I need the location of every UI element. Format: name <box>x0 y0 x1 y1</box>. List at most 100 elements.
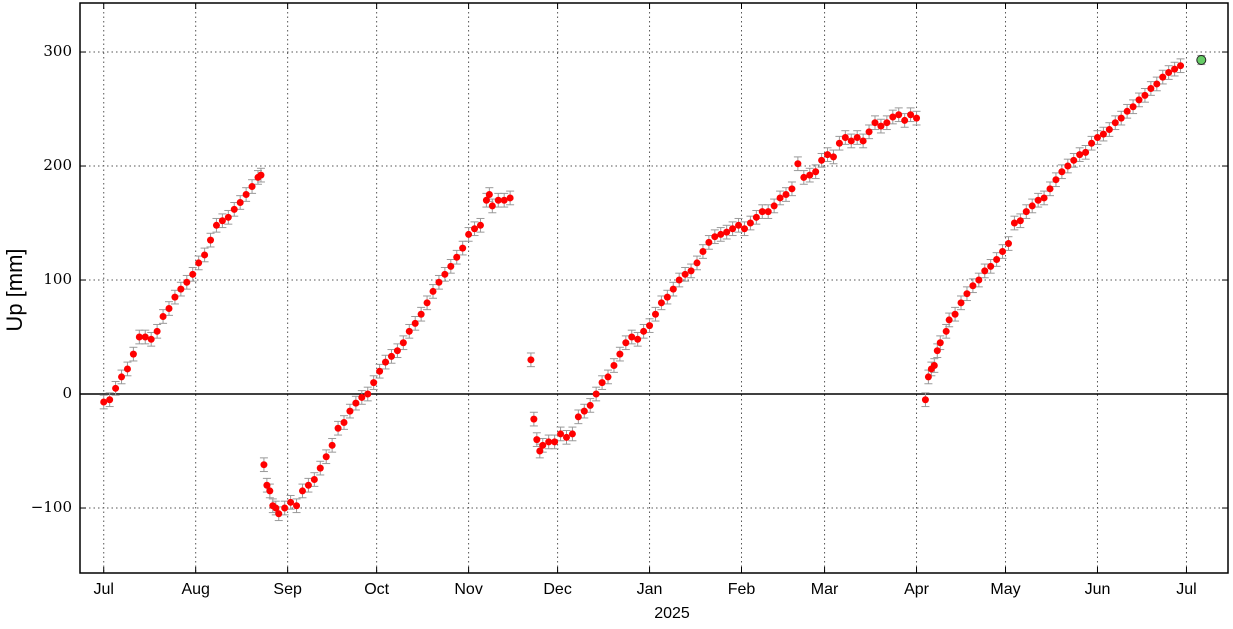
y-axis-label: Up [mm] <box>2 248 27 331</box>
data-point <box>435 278 443 286</box>
data-point <box>123 365 131 373</box>
data-point <box>824 151 832 159</box>
data-point <box>447 262 455 270</box>
data-point <box>334 424 342 432</box>
data-point <box>963 290 971 298</box>
data-point <box>646 322 654 330</box>
data-point <box>304 481 312 489</box>
data-point <box>933 347 941 355</box>
data-point <box>1052 176 1060 184</box>
data-point <box>681 270 689 278</box>
data-point <box>533 436 541 444</box>
data-point <box>1159 73 1167 81</box>
data-point <box>1076 151 1084 159</box>
data-point <box>818 156 826 164</box>
data-point <box>782 191 790 199</box>
data-point <box>812 168 820 176</box>
data-point <box>387 352 395 360</box>
data-point <box>981 267 989 275</box>
y-tick-label: −100 <box>31 498 72 516</box>
data-point <box>488 202 496 210</box>
data-point <box>293 502 301 510</box>
data-point <box>482 196 490 204</box>
data-point <box>1111 119 1119 127</box>
y-tick-label: 300 <box>43 42 72 60</box>
data-point <box>248 183 256 191</box>
data-point <box>1046 185 1054 193</box>
data-point <box>281 504 289 512</box>
data-point <box>328 441 336 449</box>
x-tick-label: Jul <box>1176 581 1196 598</box>
data-point <box>236 199 244 206</box>
data-point <box>382 358 390 366</box>
plot-frame <box>79 2 1229 574</box>
x-tick-label: Jun <box>1085 581 1111 598</box>
data-point <box>800 173 808 181</box>
data-point <box>257 171 265 179</box>
data-point <box>551 438 559 446</box>
data-point <box>1147 85 1155 92</box>
data-point <box>987 262 995 270</box>
data-point <box>153 327 161 335</box>
data-point <box>924 373 932 381</box>
data-point <box>957 299 965 307</box>
data-point <box>616 350 624 358</box>
data-point <box>260 461 268 469</box>
data-point <box>592 390 600 398</box>
data-point <box>1004 240 1012 248</box>
data-point <box>634 335 642 343</box>
data-point <box>212 221 220 229</box>
data-point <box>1016 217 1024 225</box>
data-point <box>506 194 514 202</box>
data-point <box>1141 91 1149 99</box>
data-point <box>1010 219 1018 227</box>
data-point <box>663 293 671 301</box>
data-point <box>275 510 283 518</box>
x-tick-label: Nov <box>454 581 482 598</box>
data-point <box>936 339 944 347</box>
data-point <box>829 153 837 161</box>
data-point <box>562 433 570 441</box>
data-point <box>764 208 772 216</box>
data-point <box>471 225 479 233</box>
data-point <box>705 238 713 246</box>
data-point <box>266 487 274 495</box>
x-tick-label: Apr <box>904 581 930 598</box>
x-tick-label: Jan <box>637 581 663 598</box>
data-point <box>272 504 280 512</box>
data-point <box>883 119 891 127</box>
data-point <box>106 396 114 404</box>
data-point <box>453 253 461 261</box>
data-point <box>651 310 659 318</box>
data-point <box>1196 55 1207 65</box>
data-point <box>1129 103 1137 111</box>
data-point <box>135 333 143 341</box>
data-point <box>485 191 493 199</box>
data-point <box>901 116 909 124</box>
data-point <box>776 194 784 202</box>
data-point <box>322 453 330 461</box>
data-point <box>411 319 419 327</box>
data-point <box>364 390 372 398</box>
data-point <box>1099 130 1107 138</box>
data-point <box>459 244 467 252</box>
data-point <box>942 327 950 335</box>
data-point <box>907 111 915 119</box>
x-tick-label: Feb <box>728 581 756 598</box>
data-point <box>393 347 401 355</box>
data-point <box>340 419 348 427</box>
data-point <box>969 282 977 290</box>
data-point <box>195 259 203 267</box>
x-tick-label: Jul <box>94 581 114 598</box>
data-point <box>1088 139 1096 147</box>
data-point <box>740 225 748 233</box>
x-tick-label: Oct <box>364 581 389 598</box>
data-point <box>159 313 167 320</box>
x-tick-label: Sep <box>273 581 302 598</box>
data-point <box>1171 65 1179 73</box>
data-point <box>376 367 384 375</box>
data-point <box>224 213 232 221</box>
data-point <box>1022 208 1030 216</box>
data-point <box>735 221 743 229</box>
